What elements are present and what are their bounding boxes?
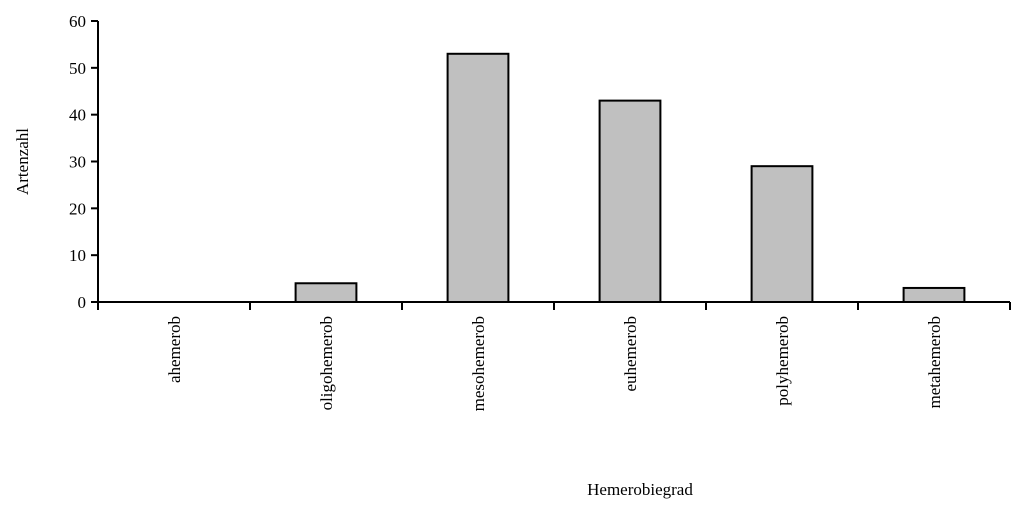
y-axis-ticks: 0 10 20 30 40 50 60 [69,12,98,312]
x-tick-label-oligohemerob: oligohemerob [317,316,336,410]
x-axis-ticks: ahemerob oligohemerob mesohemerob euhemerob… [97,302,1011,411]
x-tick-label-euhemerob: euhemerob [621,316,640,392]
y-tick-label: 40 [69,106,86,125]
y-tick-label: 60 [69,12,86,31]
y-tick-label: 0 [78,293,87,312]
bars-group [294,52,966,304]
x-tick-label-ahemerob: ahemerob [165,316,184,383]
x-tick-label-mesohemerob: mesohemerob [469,316,488,411]
bar-mesohemerob [446,52,510,303]
y-tick-label: 50 [69,59,86,78]
bar-oligohemerob [294,282,358,303]
y-axis-title: Artenzahl [13,128,32,195]
x-tick-label-polyhemerob: polyhemerob [773,316,792,406]
x-axis-title: Hemerobiegrad [587,480,693,499]
bar-polyhemerob [750,165,814,303]
bar-euhemerob [598,99,662,303]
bar-metahemerob [902,286,966,304]
x-tick-label-metahemerob: metahemerob [925,316,944,409]
y-tick-label: 10 [69,246,86,265]
y-tick-label: 30 [69,153,86,172]
y-tick-label: 20 [69,199,86,218]
